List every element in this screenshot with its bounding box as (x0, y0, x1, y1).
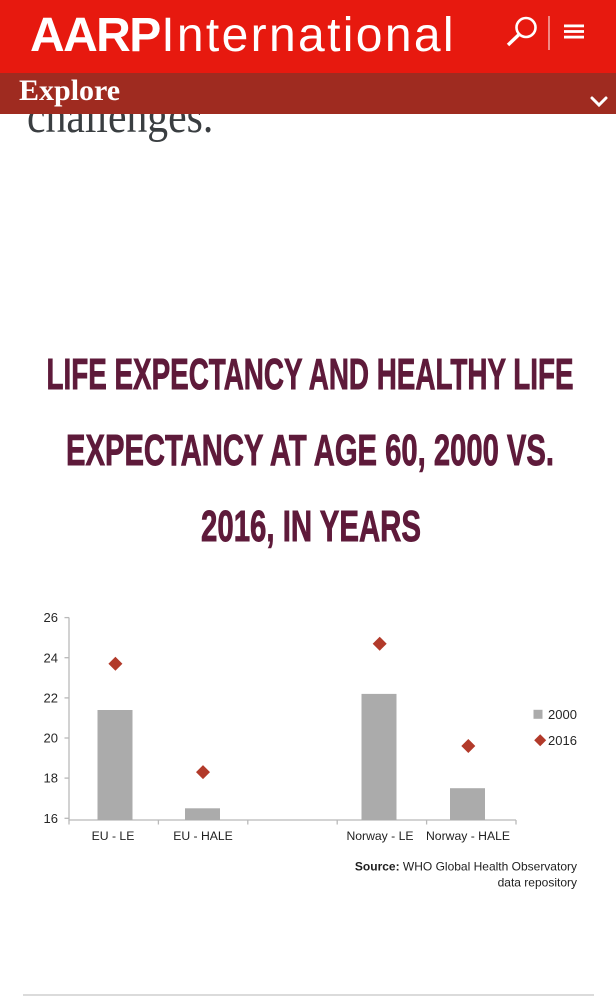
svg-text:2016, IN YEARS: 2016, IN YEARS (201, 502, 421, 551)
svg-text:EU - LE: EU - LE (92, 829, 135, 843)
svg-text:LIFE EXPECTANCY AND HEALTHY LI: LIFE EXPECTANCY AND HEALTHY LIFE (47, 350, 574, 399)
svg-text:20: 20 (44, 731, 58, 746)
svg-text:16: 16 (44, 811, 58, 826)
svg-text:Norway - HALE: Norway - HALE (426, 829, 510, 843)
svg-text:EXPECTANCY AT AGE 60, 2000 VS.: EXPECTANCY AT AGE 60, 2000 VS. (66, 426, 554, 475)
svg-text:data repository: data repository (498, 876, 577, 890)
svg-text:EU - HALE: EU - HALE (173, 829, 233, 843)
svg-text:22: 22 (44, 691, 58, 706)
svg-text:18: 18 (44, 771, 58, 786)
svg-text:2000: 2000 (548, 707, 577, 722)
svg-text:Source: WHO Global Health Obse: Source: WHO Global Health Observatory (355, 860, 577, 874)
svg-text:Norway - LE: Norway - LE (346, 829, 413, 843)
svg-text:24: 24 (44, 650, 58, 665)
svg-text:26: 26 (44, 610, 58, 625)
svg-text:2016: 2016 (548, 733, 577, 748)
